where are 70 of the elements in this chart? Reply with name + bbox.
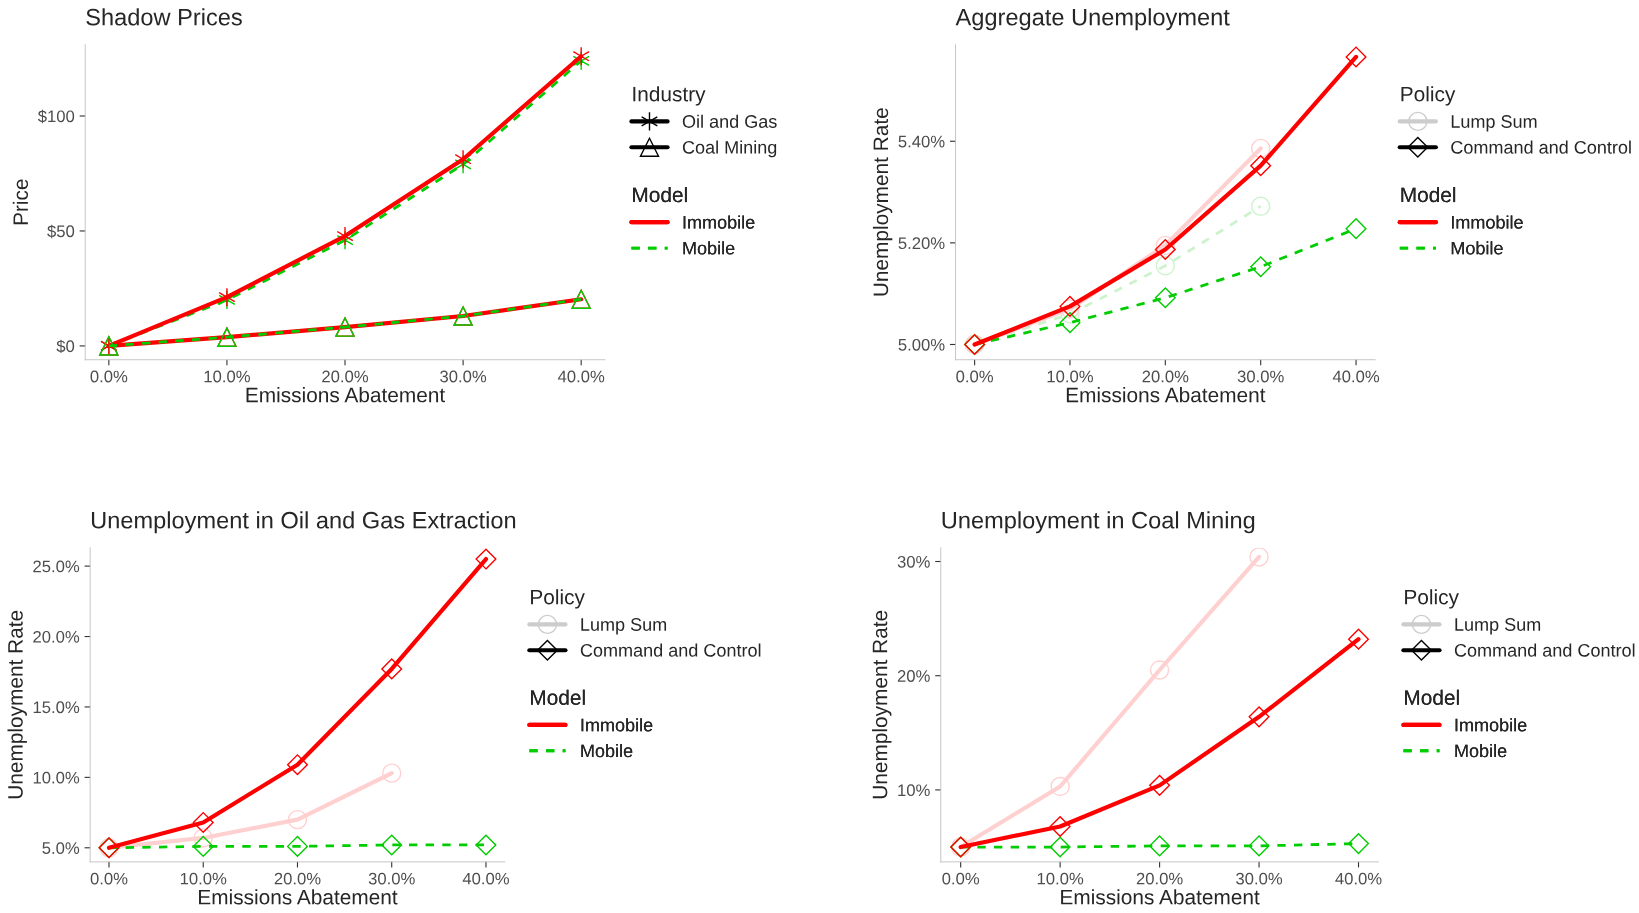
legend-label: Immobile — [683, 215, 755, 229]
legend-label: Command and Control — [1454, 643, 1635, 657]
y-tick-label: 10.0% — [33, 771, 80, 784]
x-tick-label: 40.0% — [1332, 370, 1380, 383]
legend-label: Lump Sum — [1451, 115, 1537, 132]
x-tick-label: 40.0% — [462, 872, 509, 885]
y-axis-title: Unemployment Rate — [872, 108, 893, 296]
x-tick-label: 30.0% — [368, 872, 415, 885]
y-axis-title: Price — [12, 179, 29, 225]
x-tick-label: 20.0% — [1136, 872, 1183, 885]
y-tick-label: $100 — [37, 109, 75, 124]
text: Policy — [531, 589, 585, 609]
y-tick-label: 20% — [897, 670, 930, 682]
x-tick-label: 0.0% — [90, 872, 128, 885]
legend-label: Lump Sum — [581, 618, 667, 635]
legend-label: Immobile — [1451, 215, 1523, 229]
legend-label: Mobile — [581, 743, 633, 758]
x-tick-label: 0.0% — [942, 872, 980, 885]
y-tick-label: 30% — [897, 555, 930, 568]
chart-title: Unemployment in Oil and Gas Extraction — [91, 511, 516, 534]
x-axis-title: Emissions Abatement — [199, 889, 398, 905]
x-axis-title: Emissions Abatement — [1066, 387, 1266, 403]
y-tick-label: 10% — [898, 784, 930, 797]
y-tick-label: 5.20% — [898, 237, 945, 250]
legend-label: Command and Control — [580, 643, 761, 657]
x-tick-label: 0.0% — [956, 370, 994, 383]
x-tick-label: 10.0% — [204, 370, 250, 383]
legend-label: Command and Control — [1451, 140, 1631, 154]
text: Model — [1405, 689, 1459, 705]
text: Model — [633, 186, 687, 203]
chart-title: Shadow Prices — [86, 8, 242, 26]
y-tick-label: 20.0% — [33, 630, 80, 643]
y-axis-title: Unemployment Rate — [7, 610, 27, 799]
legend-label: Lump Sum — [1455, 618, 1541, 635]
text: Industry — [633, 86, 706, 106]
chart-title: Aggregate Unemployment — [955, 8, 1230, 31]
x-tick-label: 10.0% — [180, 872, 227, 885]
y-tick-label: 15.0% — [33, 701, 80, 714]
text: Policy — [1401, 86, 1456, 106]
x-tick-label: 40.0% — [557, 370, 605, 383]
x-tick-label: 10.0% — [1047, 370, 1094, 383]
x-tick-label: 20.0% — [1142, 370, 1189, 383]
y-tick-label: 5.00% — [898, 338, 945, 351]
legend-label: Immobile — [581, 718, 653, 732]
text: Model — [531, 689, 585, 705]
y-tick-label: 5.0% — [42, 842, 80, 854]
y-tick-label: $50 — [47, 224, 75, 239]
x-axis-title: Emissions Abatement — [1061, 889, 1260, 905]
x-tick-label: 30.0% — [1236, 872, 1283, 885]
x-tick-label: 10.0% — [1037, 872, 1084, 885]
legend-label: Oil and Gas — [682, 114, 777, 128]
legend-label: Coal Mining — [682, 140, 777, 158]
text: Model — [1401, 186, 1456, 203]
y-axis-title: Unemployment Rate — [872, 610, 892, 799]
x-tick-label: 20.0% — [274, 872, 321, 885]
x-tick-label: 30.0% — [1237, 370, 1284, 383]
text: Policy — [1405, 589, 1459, 609]
x-tick-label: 20.0% — [322, 370, 369, 383]
x-axis-title: Emissions Abatement — [246, 387, 446, 403]
chart-title: Unemployment in Coal Mining — [942, 511, 1255, 534]
y-tick-label: $0 — [56, 339, 75, 354]
legend-label: Immobile — [1455, 718, 1527, 732]
x-tick-label: 40.0% — [1335, 872, 1382, 885]
legend-label: Mobile — [1455, 743, 1507, 758]
x-tick-label: 30.0% — [440, 370, 487, 383]
x-tick-label: 0.0% — [90, 370, 128, 383]
legend-label: Mobile — [683, 241, 735, 255]
y-tick-label: 5.40% — [898, 135, 945, 148]
legend-label: Mobile — [1451, 241, 1503, 255]
y-tick-label: 25.0% — [33, 560, 80, 573]
